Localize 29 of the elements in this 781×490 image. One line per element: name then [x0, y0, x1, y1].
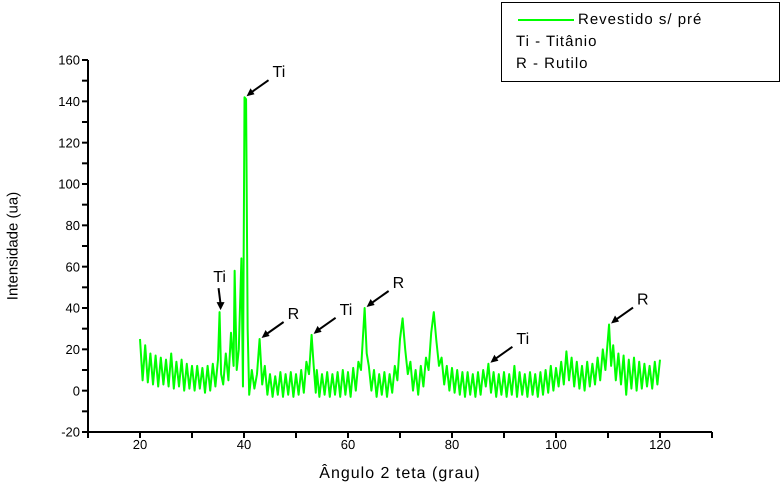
- x-tick-label: 80: [444, 437, 460, 452]
- line-series: [139, 96, 661, 398]
- annotation: Ti: [272, 64, 286, 82]
- x-tick-label: 60: [340, 437, 356, 452]
- x-tick-label: 20: [132, 437, 148, 452]
- annotation: Ti: [213, 269, 226, 286]
- y-tick-label: 80: [66, 218, 80, 233]
- annotation: R - Rutilo: [515, 54, 590, 74]
- y-tick-label: 20: [66, 342, 80, 357]
- x-tick-label: 40: [236, 437, 252, 452]
- y-tick-label: 60: [66, 259, 80, 274]
- y-tick-label: 120: [58, 135, 80, 150]
- y-tick-label: 0: [72, 383, 80, 398]
- annotation: R: [288, 306, 300, 323]
- annotation: R: [637, 292, 649, 309]
- x-axis-title: Ângulo 2 teta (grau): [319, 464, 481, 482]
- annotation: R: [392, 275, 404, 292]
- y-tick-label: 140: [58, 94, 80, 109]
- y-tick-label: 100: [58, 176, 80, 192]
- annotation: Ti: [516, 330, 530, 348]
- legend-label: Revestido s/ pré: [578, 10, 702, 30]
- y-tick-label: 40: [66, 300, 80, 316]
- x-tick-label: 100: [545, 437, 567, 452]
- y-tick-label: 160: [58, 52, 80, 68]
- legend-box: Revestido s/ pré Ti - Titânio R - Rutilo: [501, 2, 780, 82]
- y-tick-label: -20: [61, 424, 80, 440]
- y-axis-title: Intensidade (ua): [4, 192, 22, 300]
- annotation: Ti: [340, 302, 352, 319]
- x-tick-label: 120: [649, 437, 671, 452]
